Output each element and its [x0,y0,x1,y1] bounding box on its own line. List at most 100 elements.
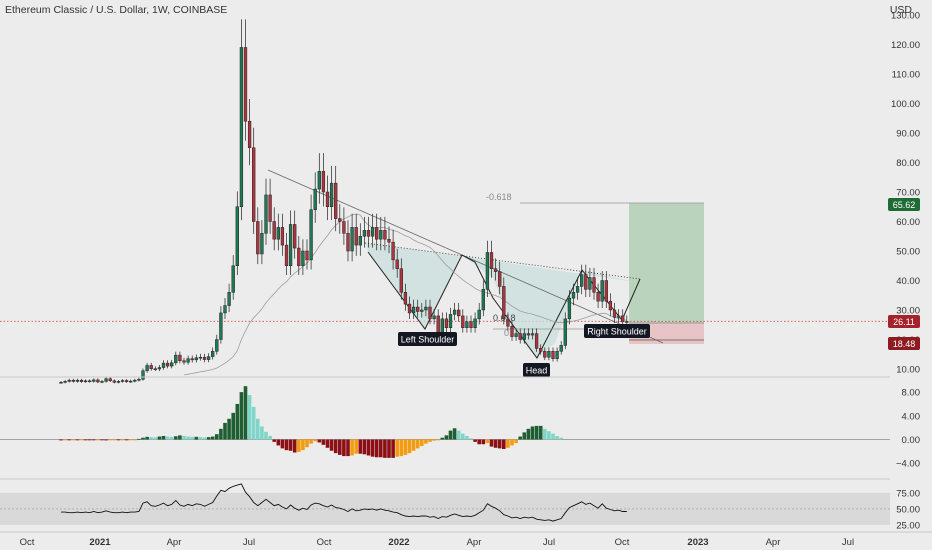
head-label: Head [526,366,548,376]
candle [104,377,108,383]
histogram-bar [96,439,100,441]
histogram-bar [424,439,428,444]
candle [567,290,572,325]
candle [288,210,293,276]
histogram-bar [379,439,383,458]
target-price-tag: 65.62 [888,198,920,211]
histogram-bar [411,439,416,451]
histogram-bar [403,439,408,455]
histogram-bar [161,435,166,440]
candle [420,302,424,318]
time-axis[interactable]: Oct 2021 Apr Jul Oct 2022 Apr Jul Oct 2023 Apr Jul [20,537,854,548]
candle [145,362,149,373]
oscillator-tick-label: 75.00 [896,488,920,499]
candle [370,213,375,248]
candle [202,353,207,363]
candle [411,299,416,319]
candle [354,213,358,256]
candle [395,248,399,278]
candle [547,347,551,361]
histogram-bar [112,439,117,441]
oscillator-axis: 75.00 50.00 25.00 [896,488,920,531]
candles [59,19,629,384]
candle [67,378,71,383]
candle [129,379,133,383]
candle [305,239,309,270]
candle [526,328,531,340]
histogram-bar [551,433,555,440]
histogram-bar [223,422,227,440]
price-tick-label: 80.00 [896,158,920,169]
candle [170,359,174,369]
histogram-bar [387,439,391,458]
candle [510,320,514,341]
histogram-bar [477,439,481,445]
histogram-bar [346,439,350,457]
candle [383,216,387,251]
histogram-bar [514,439,518,444]
histogram-bar [194,436,199,440]
histogram-bar [301,439,305,451]
candle [116,380,121,384]
candle [600,271,604,308]
candle [514,328,518,341]
histogram-bar [370,439,375,457]
candle [522,328,526,344]
histogram-bar [461,433,465,440]
candle [444,312,449,333]
candle [559,341,563,355]
candle [452,302,457,321]
candle [584,264,588,297]
candle [231,255,235,300]
candle [293,210,297,259]
candle [399,258,403,300]
candle [309,194,313,270]
time-tick-label: Jul [243,537,255,548]
time-tick-label: Apr [167,537,182,548]
time-tick-label: 2021 [89,537,111,548]
candle [88,379,92,383]
candle [227,283,231,313]
histogram-bar [128,439,133,441]
candle [596,283,600,308]
histogram-bar [452,428,457,440]
histogram-bar [313,439,317,442]
price-tick-label: 100.00 [891,99,920,110]
candle [161,360,166,370]
time-tick-label: Jul [842,537,854,548]
price-axis[interactable]: 130.00120.00110.00100.0090.0080.0070.006… [891,11,920,376]
histogram-bar [108,439,112,441]
price-tick-label: 50.00 [896,247,920,258]
candle [502,277,506,325]
candle [190,355,194,363]
histogram-bar [137,438,141,440]
candle [498,261,502,295]
candle [325,175,330,221]
right-shoulder-tag: Right Shoulder [584,324,650,338]
candle [571,283,576,306]
histogram-bar [305,439,309,448]
histogram-bar [260,426,264,440]
candle [149,362,153,371]
histogram-bar [493,439,498,448]
price-tick-label: 40.00 [896,276,920,287]
histogram-bar [288,439,293,451]
stop-price-tag: 18.48 [888,337,920,350]
histogram-bar [543,428,547,440]
candle [469,315,473,333]
histogram-tick-label: −4.00 [896,459,920,470]
candle [457,302,461,322]
histogram-bar [63,439,67,441]
histogram-bar [333,439,338,454]
candle [448,307,453,333]
candle [403,283,408,311]
candle [555,347,559,362]
histogram-bar [149,437,153,440]
histogram-bar [239,392,244,440]
histogram-bar [473,439,477,442]
candle [616,309,621,324]
target-price-label: 65.62 [893,200,916,210]
candle [219,306,223,344]
head-tag: Head [523,363,550,377]
